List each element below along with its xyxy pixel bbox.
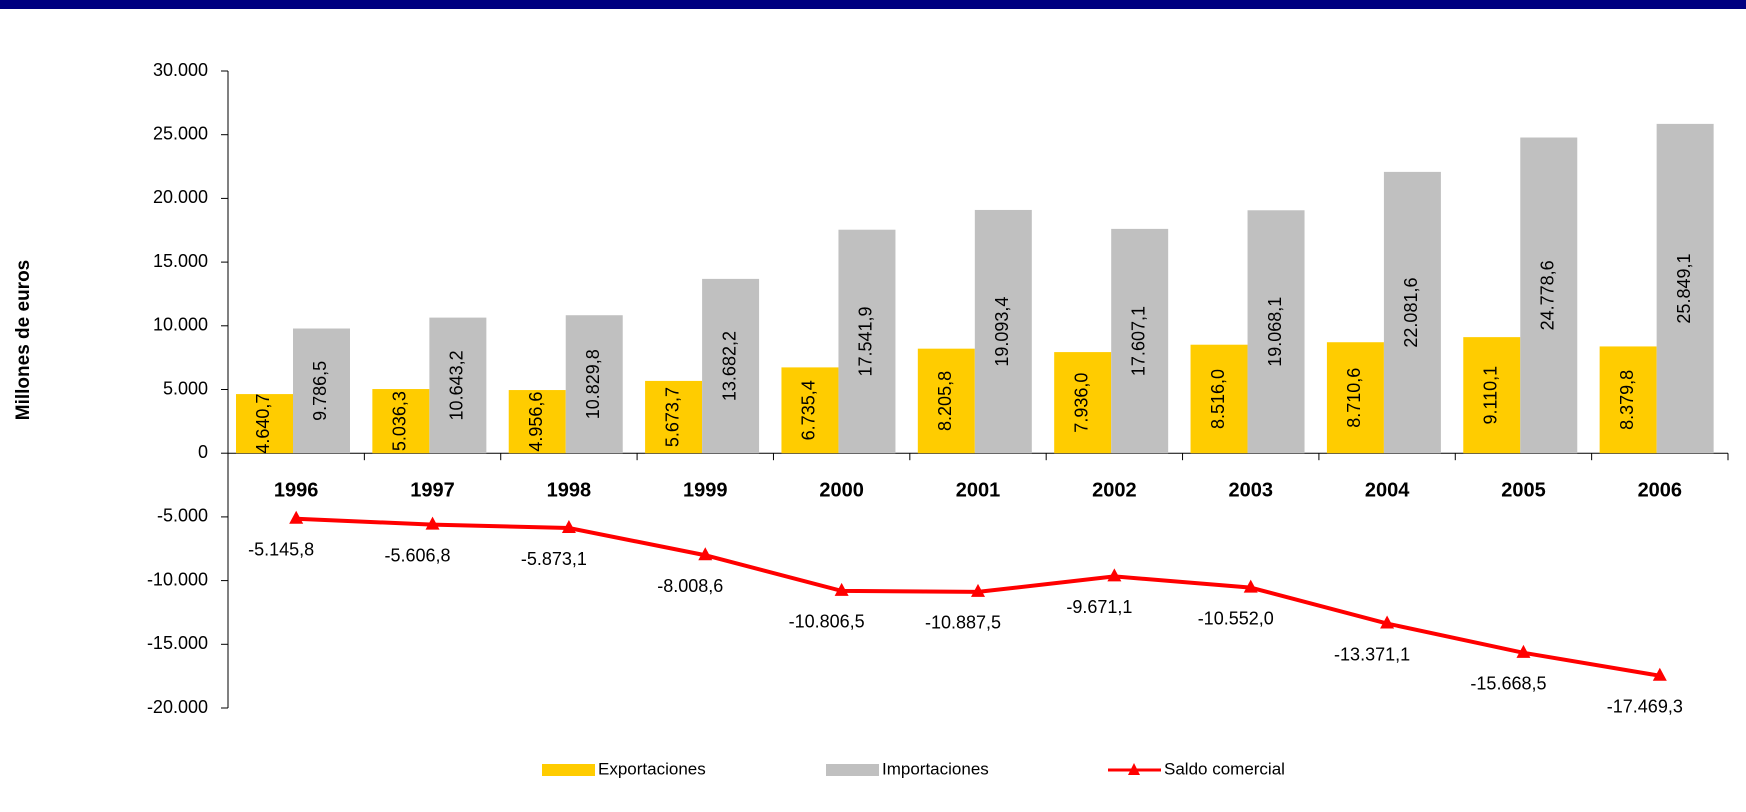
point-value-label: -5.873,1 xyxy=(521,549,587,569)
point-value-label: -17.469,3 xyxy=(1607,697,1683,717)
y-tick-label: 5.000 xyxy=(163,378,208,398)
top-bar xyxy=(0,0,1746,9)
bar xyxy=(293,328,350,454)
marker xyxy=(971,583,985,597)
legend-label: Saldo comercial xyxy=(1164,759,1285,778)
y-tick-label: 15.000 xyxy=(153,251,208,271)
legend-swatch xyxy=(826,764,879,776)
point-value-label: -5.606,8 xyxy=(385,545,451,565)
legend-label: Exportaciones xyxy=(598,759,706,778)
marker xyxy=(698,547,713,561)
bar xyxy=(781,367,839,454)
bar-value-label: 4.956,6 xyxy=(526,392,546,452)
x-tick-label: 2006 xyxy=(1638,479,1683,501)
bar xyxy=(702,278,760,454)
y-tick-label: 0 xyxy=(198,442,208,462)
bar-value-label: 19.093,4 xyxy=(992,297,1012,367)
bar xyxy=(1190,344,1248,454)
bar-value-label: 9.110,1 xyxy=(1481,366,1501,425)
point-value-label: -10.806,5 xyxy=(789,612,865,632)
x-tick-label: 2003 xyxy=(1228,479,1273,501)
y-axis-title: Millones de euros xyxy=(13,260,34,420)
bar xyxy=(1111,228,1169,454)
y-tick-label: 10.000 xyxy=(153,315,208,335)
bar-value-label: 8.205,8 xyxy=(935,371,955,431)
point-value-label: -10.887,5 xyxy=(925,613,1001,633)
marker xyxy=(1380,615,1395,629)
y-tick-label: -15.000 xyxy=(147,633,208,653)
bar xyxy=(1054,352,1112,454)
x-tick-label: 1999 xyxy=(683,479,728,501)
bar-value-label: 8.710,6 xyxy=(1344,368,1364,428)
bar xyxy=(1520,137,1578,454)
bar xyxy=(1656,123,1714,454)
bar-value-label: 17.607,1 xyxy=(1128,306,1148,376)
bar xyxy=(1463,337,1521,454)
x-tick-label: 1996 xyxy=(274,479,319,501)
marker xyxy=(289,510,304,524)
y-tick-label: -5.000 xyxy=(157,506,208,526)
y-tick-label: 25.000 xyxy=(153,123,208,143)
bar xyxy=(1383,171,1441,454)
bar-value-label: 6.735,4 xyxy=(799,380,819,440)
bar-value-label: 9.786,5 xyxy=(310,361,330,421)
legend-swatch xyxy=(542,764,595,776)
point-value-label: -8.008,6 xyxy=(657,576,723,596)
bar-value-label: 25.849,1 xyxy=(1674,254,1694,324)
marker xyxy=(561,520,576,534)
bar-value-label: 22.081,6 xyxy=(1401,278,1421,348)
bar-value-label: 24.778,6 xyxy=(1538,260,1558,330)
bar xyxy=(917,348,975,454)
x-tick-label: 1998 xyxy=(547,479,592,501)
marker xyxy=(1516,644,1531,658)
y-tick-label: -10.000 xyxy=(147,569,208,589)
bar-value-label: 4.640,7 xyxy=(253,394,273,454)
bar-value-label: 8.379,8 xyxy=(1617,370,1637,430)
x-tick-label: 2000 xyxy=(819,479,864,501)
x-tick-label: 1997 xyxy=(410,479,455,501)
bar-value-label: 8.516,0 xyxy=(1208,369,1228,429)
bar xyxy=(372,389,430,454)
bar xyxy=(508,390,566,454)
legend-label: Importaciones xyxy=(882,759,989,778)
bar xyxy=(236,394,293,454)
x-tick-label: 2004 xyxy=(1365,479,1410,501)
y-tick-label: 20.000 xyxy=(153,187,208,207)
bar xyxy=(1599,346,1657,454)
marker xyxy=(1652,667,1667,681)
bar xyxy=(565,315,623,454)
bar-value-label: 5.673,7 xyxy=(662,387,682,447)
point-value-label: -9.671,1 xyxy=(1066,597,1132,617)
y-tick-label: -20.000 xyxy=(147,697,208,717)
marker xyxy=(425,516,440,530)
x-tick-label: 2001 xyxy=(956,479,1001,501)
bar-value-label: 19.068,1 xyxy=(1265,297,1285,367)
point-value-label: -10.552,0 xyxy=(1198,608,1274,628)
bar xyxy=(645,380,703,454)
bar xyxy=(974,209,1032,454)
y-tick-label: 30.000 xyxy=(153,60,208,80)
bar-value-label: 5.036,3 xyxy=(390,391,410,451)
bar xyxy=(1247,210,1305,454)
marker xyxy=(1107,568,1122,582)
marker xyxy=(834,582,849,596)
bar xyxy=(838,229,896,454)
marker xyxy=(1243,579,1258,593)
x-tick-label: 2002 xyxy=(1092,479,1137,501)
point-value-label: -15.668,5 xyxy=(1470,674,1546,694)
bar-value-label: 13.682,2 xyxy=(719,331,739,401)
bar-value-label: 10.829,8 xyxy=(583,349,603,419)
bar-value-label: 10.643,2 xyxy=(447,350,467,420)
bar xyxy=(1326,342,1384,454)
legend-marker xyxy=(1128,763,1140,775)
x-tick-label: 2005 xyxy=(1501,479,1546,501)
line xyxy=(296,516,1661,678)
bar xyxy=(429,317,487,454)
point-value-label: -13.371,1 xyxy=(1334,644,1410,664)
bar-value-label: 7.936,0 xyxy=(1071,373,1091,433)
point-value-label: -5.145,8 xyxy=(248,540,314,560)
bar-value-label: 17.541,9 xyxy=(856,306,876,376)
